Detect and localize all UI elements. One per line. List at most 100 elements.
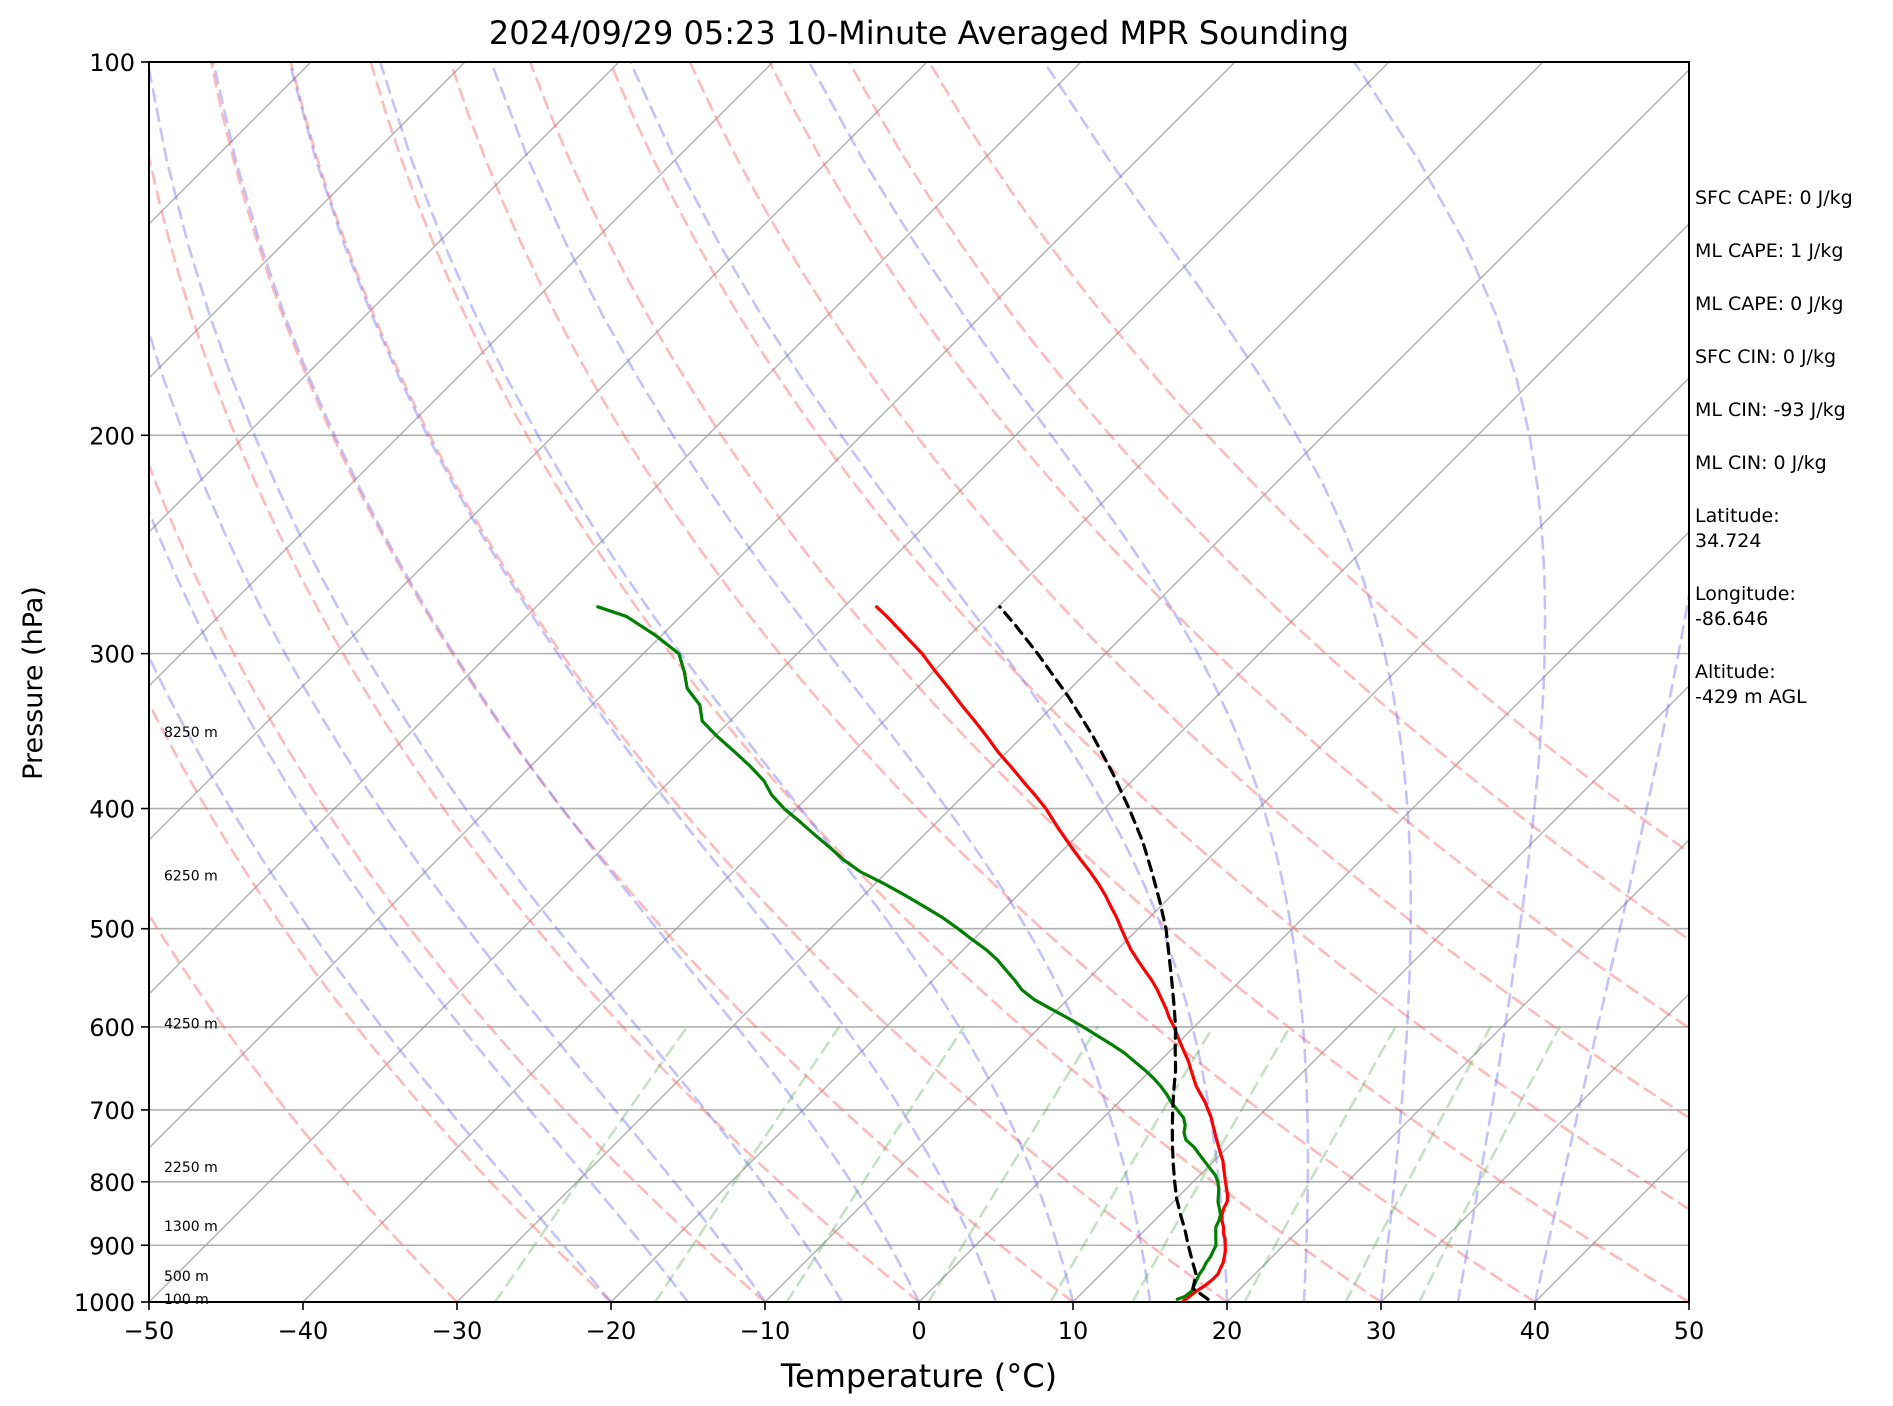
ml-cin-label-2: ML CIN: 0 J/kg <box>1695 452 1827 474</box>
longitude-label: Longitude: -86.646 <box>1695 583 1796 630</box>
height-label: 2250 m <box>164 1160 218 1176</box>
chart-title: 2024/09/29 05:23 10-Minute Averaged MPR … <box>489 14 1349 52</box>
dry-adiabat-line <box>847 62 1689 942</box>
isotherm-line <box>764 376 1689 1302</box>
dry-adiabat-line <box>608 62 1689 1211</box>
x-axis-label: Temperature (°C) <box>780 1357 1057 1395</box>
x-tick-label: 0 <box>911 1317 926 1345</box>
sfc-cin-label: SFC CIN: 0 J/kg <box>1695 346 1837 368</box>
x-tick-label: 10 <box>1058 1317 1089 1345</box>
dry-adiabat-line <box>149 461 767 1302</box>
y-tick-label: 700 <box>89 1097 135 1125</box>
isotherm-line <box>456 68 1689 1302</box>
isotherm-line <box>918 530 1689 1302</box>
parameter-panel: SFC CAPE: 0 J/kg ML CAPE: 1 J/kg ML CAPE… <box>1695 186 1890 738</box>
mixing-ratio-line <box>785 1025 966 1302</box>
dry-adiabat-line <box>688 62 1689 1120</box>
y-tick-label: 600 <box>89 1014 135 1042</box>
height-label: 500 m <box>164 1269 209 1285</box>
sounding-traces <box>596 605 1230 1302</box>
mixing-ratio-line <box>1131 1025 1292 1302</box>
isotherm-line <box>149 62 1082 996</box>
dry-adiabat-line <box>369 62 1383 1302</box>
moist-adiabat-line <box>378 62 1075 1302</box>
isotherm-line <box>302 62 1544 1302</box>
ml-cin-label: ML CIN: -93 J/kg <box>1695 399 1846 421</box>
x-tick-label: −40 <box>278 1317 329 1345</box>
dry-adiabat-line <box>927 62 1689 854</box>
x-axis-ticks: −50 −40 −30 −20 −10 0 10 20 30 40 50 <box>124 1302 1705 1345</box>
moist-adiabat-line <box>288 62 998 1302</box>
x-tick-label: 20 <box>1212 1317 1243 1345</box>
height-label: 100 m <box>164 1292 209 1308</box>
isotherm-line <box>149 62 466 380</box>
mixing-ratio-line <box>1049 1025 1215 1302</box>
dry-adiabat-line <box>149 700 613 1302</box>
ml-cape-label: ML CAPE: 1 J/kg <box>1695 240 1844 262</box>
isotherm-line <box>149 62 1236 1150</box>
dry-adiabat-line <box>209 62 1075 1302</box>
dry-adiabat-line <box>149 912 459 1302</box>
dry-adiabat-line <box>528 62 1689 1302</box>
mixing-ratio-line <box>1243 1025 1397 1302</box>
isotherm-line <box>149 62 1390 1302</box>
y-tick-label: 400 <box>89 796 135 824</box>
x-tick-label: 40 <box>1520 1317 1551 1345</box>
latitude-label: Latitude: 34.724 <box>1695 505 1780 552</box>
y-tick-label: 900 <box>89 1232 135 1260</box>
moist-adiabat-line <box>489 62 1152 1302</box>
dry-adiabat-line <box>449 62 1537 1302</box>
x-tick-label: 50 <box>1674 1317 1705 1345</box>
x-tick-label: 30 <box>1366 1317 1397 1345</box>
moist-adiabat-line <box>807 62 1310 1302</box>
mixing-ratio-line <box>493 1025 689 1302</box>
height-label: 8250 m <box>164 725 218 741</box>
dry-adiabat-line <box>768 62 1689 1030</box>
isotherm-line <box>149 62 620 534</box>
y-tick-label: 800 <box>89 1169 135 1197</box>
moist-adiabat-line <box>1042 62 1413 1302</box>
y-tick-label: 300 <box>89 641 135 669</box>
dry-adiabat-line <box>289 62 1229 1302</box>
dewpoint-trace <box>596 605 1223 1301</box>
mixing-ratio-line <box>653 1025 841 1302</box>
dry-adiabat-line <box>149 150 921 1302</box>
moist-adiabat-line <box>149 62 844 1302</box>
ml-cape-label-2: ML CAPE: 0 J/kg <box>1695 293 1844 315</box>
background-lines <box>149 62 1689 1302</box>
moist-adiabat-line <box>1352 62 1547 1302</box>
x-tick-label: −30 <box>432 1317 483 1345</box>
x-tick-label: −50 <box>124 1317 175 1345</box>
isotherm-line <box>610 222 1689 1302</box>
temperature-trace <box>874 605 1230 1302</box>
isotherm-line <box>149 62 774 688</box>
moist-adiabat-line <box>149 508 690 1302</box>
moist-adiabat-line <box>1533 587 1689 1302</box>
plot-frame <box>148 61 1690 1303</box>
mixing-ratio-line <box>927 1025 1099 1302</box>
sfc-cape-label: SFC CAPE: 0 J/kg <box>1695 187 1853 209</box>
isotherm-line <box>1226 838 1689 1302</box>
mixing-ratio-line <box>1418 1025 1561 1302</box>
x-tick-label: −10 <box>740 1317 791 1345</box>
isotherm-line <box>1072 684 1689 1302</box>
y-tick-label: 500 <box>89 916 135 944</box>
height-labels: 8250 m 6250 m 4250 m 2250 m 1300 m 500 m 100 m <box>164 725 218 1308</box>
y-tick-label: 1000 <box>74 1289 135 1317</box>
height-label: 1300 m <box>164 1219 218 1235</box>
isotherm-line <box>149 62 928 842</box>
y-axis-label: Pressure (hPa) <box>18 586 49 780</box>
altitude-label: Altitude: -429 m AGL <box>1695 661 1807 708</box>
x-tick-label: −20 <box>586 1317 637 1345</box>
y-tick-label: 200 <box>89 422 135 450</box>
moist-adiabat-line <box>149 328 767 1302</box>
moist-adiabat-line <box>211 62 921 1302</box>
y-tick-label: 100 <box>89 49 135 77</box>
y-axis-ticks: 1000 900 800 700 600 500 400 300 200 100 <box>74 49 149 1317</box>
height-label: 6250 m <box>164 869 218 885</box>
mixing-ratio-line <box>1344 1025 1492 1302</box>
parcel-trace <box>998 605 1210 1301</box>
height-label: 4250 m <box>164 1016 218 1032</box>
isotherm-line <box>1380 992 1689 1302</box>
